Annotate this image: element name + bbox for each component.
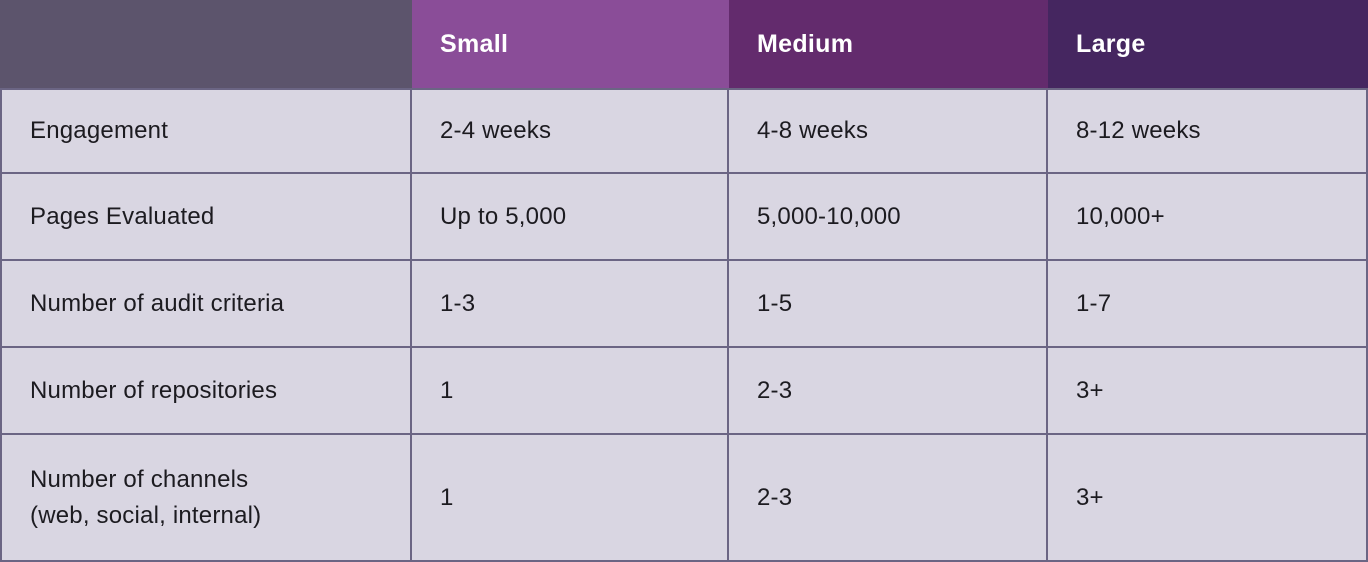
cell-value: 2-3 [757,376,793,404]
row-label: Number of channels (web, social, interna… [30,465,262,529]
cell-channels-medium: 2-3 [729,435,1048,562]
cell-value: 1-5 [757,289,793,317]
cell-value: 2-4 weeks [440,117,552,144]
cell-criteria-small: 1-3 [412,261,729,348]
cell-value: 5,000-10,000 [757,202,901,230]
cell-pages-large: 10,000+ [1048,174,1368,261]
row-label: Number of repositories [30,376,278,404]
cell-value: 3+ [1076,483,1104,511]
row-label: Engagement [30,117,169,144]
row-label: Pages Evaluated [30,202,215,230]
row-header-pages-evaluated: Pages Evaluated [0,174,412,261]
cell-pages-medium: 5,000-10,000 [729,174,1048,261]
header-cell-medium: Medium [729,0,1048,88]
cell-criteria-large: 1-7 [1048,261,1368,348]
cell-value: Up to 5,000 [440,202,567,230]
cell-engagement-small: 2-4 weeks [412,88,729,174]
row-label: Number of audit criteria [30,289,285,317]
cell-repos-medium: 2-3 [729,348,1048,435]
cell-value: 4-8 weeks [757,117,869,144]
cell-value: 1 [440,376,454,404]
cell-repos-large: 3+ [1048,348,1368,435]
cell-channels-large: 3+ [1048,435,1368,562]
row-header-repositories: Number of repositories [0,348,412,435]
column-header-label: Large [1076,29,1146,58]
cell-value: 8-12 weeks [1076,117,1201,144]
header-cell-small: Small [412,0,729,88]
cell-value: 3+ [1076,376,1104,404]
cell-value: 2-3 [757,483,793,511]
cell-repos-small: 1 [412,348,729,435]
cell-value: 1-7 [1076,289,1112,317]
cell-engagement-medium: 4-8 weeks [729,88,1048,174]
column-header-label: Medium [757,29,854,58]
row-header-audit-criteria: Number of audit criteria [0,261,412,348]
header-cell-large: Large [1048,0,1368,88]
cell-value: 10,000+ [1076,202,1165,230]
cell-engagement-large: 8-12 weeks [1048,88,1368,174]
cell-value: 1 [440,483,454,511]
cell-criteria-medium: 1-5 [729,261,1048,348]
row-header-channels: Number of channels (web, social, interna… [0,435,412,562]
cell-pages-small: Up to 5,000 [412,174,729,261]
cell-channels-small: 1 [412,435,729,562]
row-header-engagement: Engagement [0,88,412,174]
column-header-label: Small [440,29,509,58]
header-corner-cell [0,0,412,88]
cell-value: 1-3 [440,289,476,317]
